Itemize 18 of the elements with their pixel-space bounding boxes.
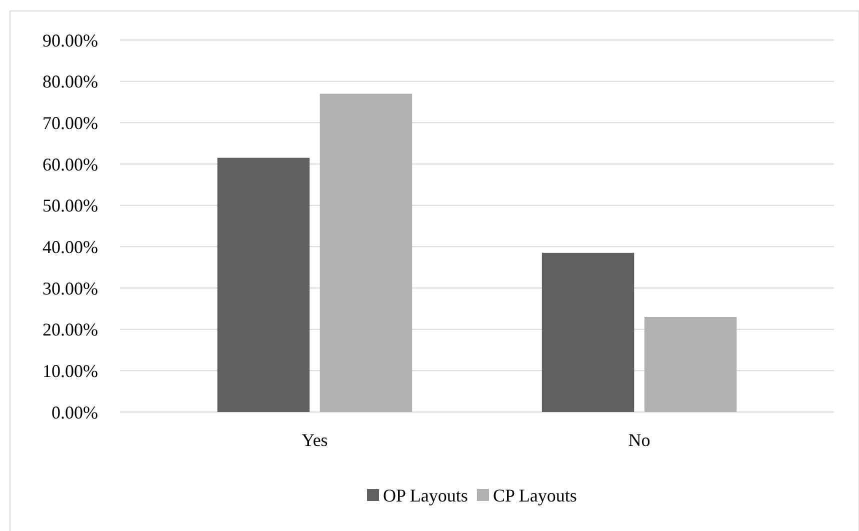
- bar: [320, 94, 412, 412]
- bar: [217, 158, 310, 412]
- y-tick-label: 0.00%: [52, 402, 98, 422]
- y-tick-label: 80.00%: [42, 72, 98, 92]
- bar: [542, 252, 634, 412]
- x-tick-label: Yes: [302, 430, 328, 450]
- x-tick-label: No: [628, 430, 650, 450]
- y-tick-label: 70.00%: [42, 112, 98, 133]
- y-tick-label: 10.00%: [42, 360, 98, 381]
- legend-label: CP Layouts: [493, 485, 577, 506]
- legend-label: OP Layouts: [383, 485, 468, 506]
- y-tick-label: 60.00%: [42, 154, 98, 174]
- y-tick-label: 30.00%: [42, 278, 98, 298]
- y-tick-label: 90.00%: [42, 30, 98, 50]
- y-tick-label: 50.00%: [42, 196, 98, 216]
- bar: [644, 316, 737, 412]
- y-tick-label: 40.00%: [42, 236, 98, 257]
- y-tick-label: 20.00%: [42, 320, 98, 340]
